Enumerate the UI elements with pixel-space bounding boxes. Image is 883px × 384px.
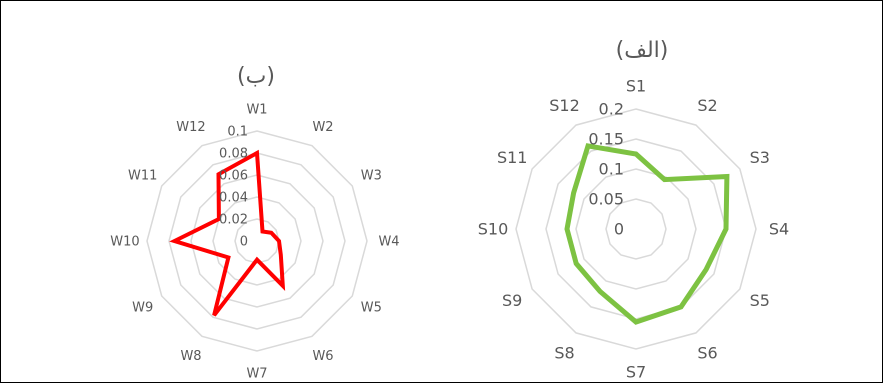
chart-title-b: (ب) — [237, 64, 275, 89]
radial-tick-label: 0.1 — [599, 160, 624, 179]
category-label: W9 — [132, 301, 153, 316]
category-label: S8 — [554, 343, 574, 362]
radial-tick-label: 0.1 — [227, 125, 248, 140]
category-label: S5 — [750, 291, 770, 310]
category-label: S7 — [626, 363, 646, 382]
radial-tick-label: 0.2 — [599, 100, 624, 119]
radial-tick-label: 0.04 — [219, 191, 248, 206]
radar-chart-alef: (الف) S1 S2 S3 S4 S5 S6 S7 S8 S9 S10 S11 S12 0 0.05 0.… — [478, 38, 789, 382]
category-label: W4 — [378, 235, 399, 250]
radial-tick-label: 0.02 — [219, 213, 248, 228]
category-label: W7 — [246, 367, 267, 382]
category-label: S12 — [549, 96, 580, 115]
radial-tick-label: 0.05 — [588, 190, 624, 209]
category-label: S9 — [502, 291, 522, 310]
category-label: W2 — [312, 120, 333, 135]
grid-ring — [234, 218, 280, 264]
radar-chart-b: (ب) W1 W2 W3 W4 W5 W6 W7 W8 W9 W10 W11 W12 0 0.02 0.04… — [110, 64, 399, 382]
grid-ring — [146, 130, 368, 352]
grid-ring — [575, 168, 697, 290]
category-label: W6 — [312, 349, 333, 364]
category-label: W1 — [246, 103, 267, 118]
category-label: W3 — [361, 169, 382, 184]
series-line — [169, 149, 286, 317]
category-label: W5 — [361, 301, 382, 316]
radial-tick-label: 0.15 — [588, 130, 624, 149]
category-label: S1 — [626, 77, 646, 96]
grid-ring — [190, 174, 324, 308]
category-label: S2 — [697, 96, 717, 115]
category-label: S11 — [497, 148, 528, 167]
radial-tick-label: 0 — [614, 220, 624, 239]
radial-tick-label: 0.06 — [219, 169, 248, 184]
grid-ring — [545, 138, 727, 320]
series-line — [564, 143, 730, 325]
grid-ring — [515, 108, 757, 350]
category-label: S4 — [769, 220, 789, 239]
chart-title-alef: (الف) — [616, 38, 669, 63]
radial-tick-label: 0 — [240, 235, 248, 250]
radial-tick-label: 0.08 — [219, 147, 248, 162]
grid-ring — [168, 152, 346, 330]
grid-ring — [605, 198, 667, 260]
category-label: W12 — [176, 120, 205, 135]
category-label: W8 — [180, 349, 201, 364]
category-label: W10 — [110, 235, 139, 250]
category-label: W11 — [128, 169, 157, 184]
category-label: S10 — [478, 220, 509, 239]
category-label: S3 — [750, 148, 770, 167]
category-label: S6 — [697, 343, 717, 362]
